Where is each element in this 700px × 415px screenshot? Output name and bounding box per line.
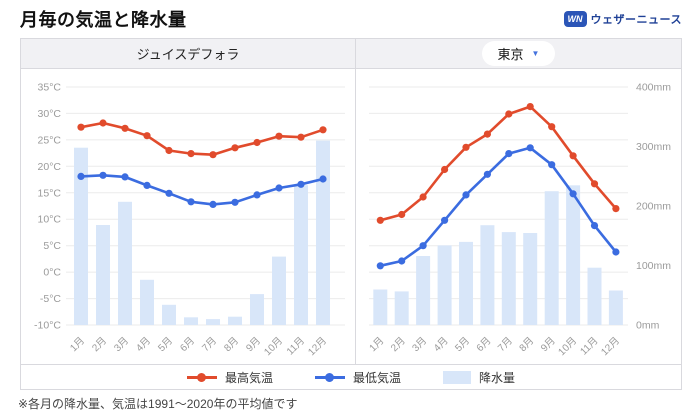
precip-bar-swatch [443, 370, 471, 384]
y-axis-labels: 35°C 30°C 25°C 20°C 15°C 10°C 5°C 0°C -5°C -10°C [34, 82, 61, 332]
chart-tokyo: 400mm 300mm 200mm 100mm 0mm 1月 2月 3月 4月 5月 6月 7月 8月 9… [356, 69, 681, 364]
svg-text:10月: 10月 [262, 335, 285, 358]
chart-juiz: 35°C 30°C 25°C 20°C 15°C 10°C 5°C 0°C -5°C -10°C 1… [21, 69, 356, 364]
svg-text:11月: 11月 [578, 335, 601, 358]
min-temp-line [376, 144, 620, 270]
svg-text:6月: 6月 [474, 335, 493, 354]
svg-text:3月: 3月 [410, 335, 429, 354]
legend-label-max-temp: 最高気温 [224, 370, 273, 385]
svg-text:4月: 4月 [431, 335, 450, 354]
precip-bars [373, 185, 623, 325]
svg-text:30°C: 30°C [38, 108, 62, 120]
svg-text:5°C: 5°C [43, 240, 61, 252]
svg-text:20°C: 20°C [38, 161, 62, 173]
legend-item-precip: 降水量 [443, 369, 515, 386]
chevron-down-icon: ▼ [531, 48, 540, 58]
svg-text:8月: 8月 [222, 335, 241, 354]
climate-compare-widget: ジュイスデフォラ 東京 ▼ 35°C 30°C 25°C 20°C 15°C 10°C 5°… [20, 38, 682, 390]
svg-text:15°C: 15°C [38, 187, 62, 199]
svg-text:0mm: 0mm [636, 320, 660, 332]
wn-logo-icon: WN [563, 11, 587, 27]
svg-text:12月: 12月 [306, 335, 329, 358]
footnote: ※各月の降水量、気温は1991〜2020年の平均値です [18, 397, 298, 411]
svg-text:3月: 3月 [112, 335, 131, 354]
svg-text:200mm: 200mm [636, 201, 671, 213]
svg-text:5月: 5月 [156, 335, 175, 354]
svg-text:-10°C: -10°C [34, 320, 61, 332]
svg-text:35°C: 35°C [38, 82, 62, 94]
svg-text:7月: 7月 [495, 335, 514, 354]
panel-title-juiz: ジュイスデフォラ [136, 47, 240, 62]
min-temp-line [77, 171, 327, 208]
svg-text:7月: 7月 [200, 335, 219, 354]
svg-text:5月: 5月 [453, 335, 472, 354]
gridlines [369, 86, 628, 326]
panel-header-tokyo: 東京 ▼ [356, 39, 681, 68]
svg-text:300mm: 300mm [636, 141, 671, 153]
svg-text:400mm: 400mm [636, 82, 671, 94]
charts-area: 35°C 30°C 25°C 20°C 15°C 10°C 5°C 0°C -5°C -10°C 1… [21, 69, 681, 364]
svg-text:4月: 4月 [134, 335, 153, 354]
city-select-button[interactable]: 東京 ▼ [481, 41, 556, 66]
svg-text:2月: 2月 [388, 335, 407, 354]
svg-text:25°C: 25°C [38, 134, 62, 146]
svg-text:2月: 2月 [90, 335, 109, 354]
svg-text:100mm: 100mm [636, 260, 671, 272]
tokyo-chart-svg: 400mm 300mm 200mm 100mm 0mm 1月 2月 3月 4月 5月 6月 7月 8月 9… [367, 82, 671, 359]
juiz-chart-svg: 35°C 30°C 25°C 20°C 15°C 10°C 5°C 0°C -5°C -10°C 1… [34, 82, 345, 358]
svg-text:10°C: 10°C [38, 214, 62, 226]
precip-bars [74, 140, 330, 325]
top-bar: 月毎の気温と降水量 WN ウェザーニュース [20, 0, 682, 38]
max-temp-line [77, 119, 327, 159]
svg-text:1月: 1月 [68, 335, 87, 354]
weathernews-logo: WN ウェザーニュース [563, 11, 682, 27]
svg-text:10月: 10月 [556, 335, 579, 358]
min-temp-line-swatch [314, 372, 345, 382]
svg-text:-5°C: -5°C [40, 293, 62, 305]
logo-text: ウェザーニュース [590, 14, 682, 26]
legend-item-max-temp: 最高気温 [186, 369, 273, 386]
legend-label-precip: 降水量 [479, 370, 516, 385]
max-temp-line-swatch [186, 372, 217, 382]
svg-text:8月: 8月 [517, 335, 536, 354]
legend-item-min-temp: 最低気温 [314, 369, 401, 386]
svg-text:6月: 6月 [178, 335, 197, 354]
svg-text:11月: 11月 [284, 335, 307, 358]
svg-text:9月: 9月 [538, 335, 557, 354]
panel-header-juiz: ジュイスデフォラ [21, 39, 356, 68]
city-select-label: 東京 [497, 47, 524, 62]
chart-legend: 最高気温 最低気温 降水量 [21, 364, 681, 389]
y-axis-labels: 400mm 300mm 200mm 100mm 0mm [636, 82, 671, 332]
max-temp-line [376, 103, 620, 224]
svg-text:0°C: 0°C [43, 267, 61, 279]
page-title: 月毎の気温と降水量 [20, 10, 187, 30]
svg-text:1月: 1月 [367, 335, 386, 354]
legend-label-min-temp: 最低気温 [352, 370, 401, 385]
panel-header-row: ジュイスデフォラ 東京 ▼ [21, 39, 681, 69]
svg-text:12月: 12月 [599, 335, 622, 358]
svg-text:9月: 9月 [244, 335, 263, 354]
